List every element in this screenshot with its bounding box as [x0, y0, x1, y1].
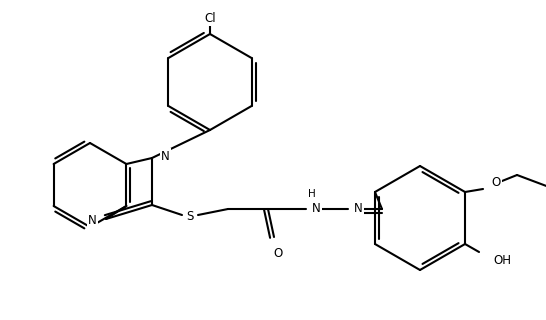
Text: N: N [88, 214, 97, 228]
Text: N: N [312, 203, 321, 215]
Text: N: N [161, 149, 170, 163]
Text: O: O [491, 177, 500, 189]
Text: S: S [186, 211, 194, 223]
Text: Cl: Cl [204, 12, 216, 25]
Text: H: H [308, 189, 316, 199]
Text: OH: OH [493, 253, 511, 267]
Text: O: O [274, 247, 283, 260]
Text: N: N [354, 203, 363, 215]
